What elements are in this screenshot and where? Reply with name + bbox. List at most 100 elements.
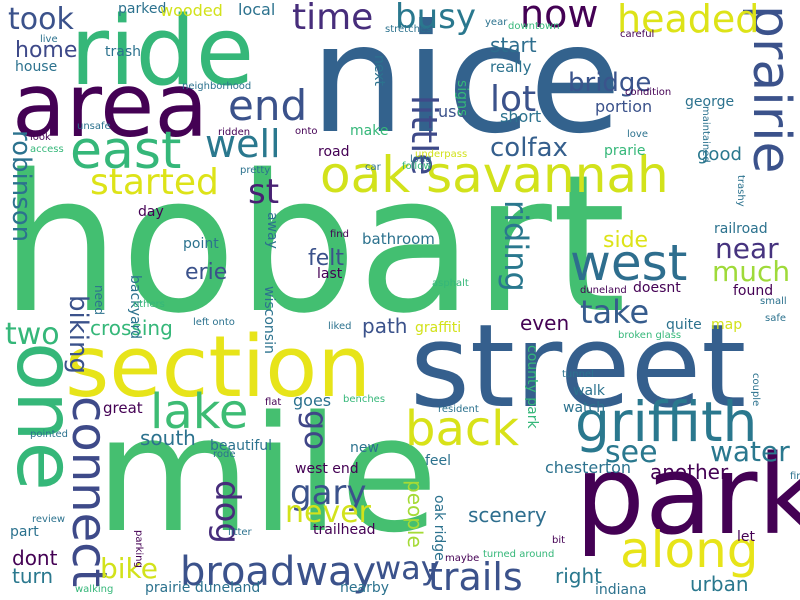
word-broadway: broadway bbox=[180, 549, 377, 595]
word-others: others bbox=[133, 299, 165, 310]
word-urban: urban bbox=[690, 572, 749, 596]
word-rode: rode bbox=[213, 449, 236, 460]
word-parking: parking bbox=[133, 530, 144, 568]
word-near: near bbox=[715, 232, 779, 265]
word-crossing: crossing bbox=[90, 316, 173, 340]
word-quite: quite bbox=[666, 317, 702, 333]
word-path: path bbox=[362, 314, 408, 338]
word-downtown: downtown bbox=[508, 21, 560, 32]
word-start: start bbox=[490, 33, 537, 57]
word-year: year bbox=[485, 17, 508, 28]
word-look: look bbox=[30, 132, 51, 143]
word-water: water bbox=[710, 435, 790, 468]
word-new: new bbox=[350, 440, 379, 456]
word-condition: condition bbox=[625, 87, 672, 98]
word-area: area bbox=[12, 54, 209, 157]
word-lake: lake bbox=[150, 384, 249, 440]
word-neighborhood: neighborhood bbox=[182, 81, 252, 92]
word-home: home bbox=[15, 38, 78, 63]
word-safe: safe bbox=[765, 313, 787, 324]
word-left-onto: left onto bbox=[193, 317, 235, 328]
word-biking: biking bbox=[63, 295, 93, 374]
word-onto: onto bbox=[295, 126, 318, 137]
word-signs: signs bbox=[454, 80, 470, 117]
word-duneland: duneland bbox=[580, 285, 627, 296]
word-back: back bbox=[405, 401, 520, 457]
word-watch: watch bbox=[563, 400, 606, 416]
word-way: way bbox=[375, 549, 440, 587]
word-griffith: griffith bbox=[575, 390, 758, 454]
word-wooded: wooded bbox=[160, 1, 223, 20]
word-local: local bbox=[238, 0, 276, 19]
word-erie: erie bbox=[185, 260, 228, 285]
word-part: part bbox=[10, 524, 39, 540]
word-take: take bbox=[580, 293, 650, 331]
word-pointed: pointed bbox=[30, 429, 69, 440]
word-graffiti: graffiti bbox=[415, 320, 462, 336]
word-see: see bbox=[605, 435, 658, 470]
word-turned-around: turned around bbox=[483, 549, 555, 560]
word-ride: ride bbox=[70, 0, 255, 107]
word-little: little bbox=[403, 95, 444, 176]
word-stretches: stretches bbox=[385, 24, 432, 35]
word-end: end bbox=[228, 81, 308, 130]
word-need: need bbox=[92, 285, 106, 315]
word-resident: resident bbox=[438, 404, 479, 415]
word-started: started bbox=[90, 162, 219, 203]
word-along: along bbox=[620, 521, 759, 579]
word-follow: follow bbox=[402, 161, 432, 172]
word-well: well bbox=[205, 122, 281, 166]
word-colfax: colfax bbox=[490, 133, 568, 163]
word-first: first bbox=[790, 471, 800, 482]
word-prairie-duneland: prairie duneland bbox=[145, 580, 261, 596]
word-portion: portion bbox=[595, 97, 653, 116]
word-street: street bbox=[410, 300, 747, 434]
word-short: short bbox=[500, 107, 542, 126]
word-nearby: nearby bbox=[340, 580, 389, 596]
word-section: section bbox=[65, 318, 372, 417]
word-backyard: backyard bbox=[127, 275, 143, 340]
word-st: st bbox=[248, 172, 280, 212]
word-found: found bbox=[733, 283, 774, 299]
word-use: use bbox=[438, 102, 467, 121]
word-flat: flat bbox=[265, 397, 282, 408]
word-right: right bbox=[555, 564, 602, 588]
word-maybe: maybe bbox=[445, 553, 480, 564]
word-another: another bbox=[650, 460, 729, 484]
word-small: small bbox=[760, 296, 787, 307]
word-prarie: prarie bbox=[604, 143, 646, 159]
word-east: east bbox=[70, 121, 182, 181]
word-great: great bbox=[103, 399, 143, 417]
word-much: much bbox=[712, 255, 791, 288]
word-make: make bbox=[350, 123, 389, 139]
word-chesterton: chesterton bbox=[545, 458, 632, 477]
word-let: let bbox=[737, 529, 755, 545]
word-dog: dog bbox=[207, 480, 247, 544]
word-couple: couple bbox=[750, 373, 761, 407]
word-hobart: hobart bbox=[0, 134, 627, 355]
word-asphalt: asphalt bbox=[432, 278, 469, 289]
word-away: away bbox=[264, 212, 280, 249]
word-live: live bbox=[40, 34, 58, 45]
word-benches: benches bbox=[343, 394, 386, 405]
word-people: people bbox=[403, 480, 427, 548]
word-day: day bbox=[138, 204, 164, 220]
word-careful: careful bbox=[620, 29, 655, 40]
word-walk: walk bbox=[573, 383, 606, 399]
word-bike: bike bbox=[100, 552, 158, 585]
word-headed: headed bbox=[617, 0, 760, 41]
word-litter: litter bbox=[228, 527, 252, 538]
word-last: last bbox=[317, 266, 343, 282]
word-liked: liked bbox=[328, 321, 352, 332]
word-prairie: prairie bbox=[741, 5, 800, 174]
word-ridden: ridden bbox=[218, 127, 251, 138]
word-bridge: bridge bbox=[568, 68, 652, 98]
word-south: south bbox=[140, 426, 196, 450]
word-railroad: railroad bbox=[714, 221, 768, 237]
word-scenery: scenery bbox=[468, 503, 547, 527]
word-west: west bbox=[570, 234, 688, 292]
word-now: now bbox=[520, 0, 599, 36]
word-pretty: pretty bbox=[240, 165, 271, 176]
word-riding: riding bbox=[497, 200, 535, 292]
word-access: access bbox=[30, 144, 64, 155]
